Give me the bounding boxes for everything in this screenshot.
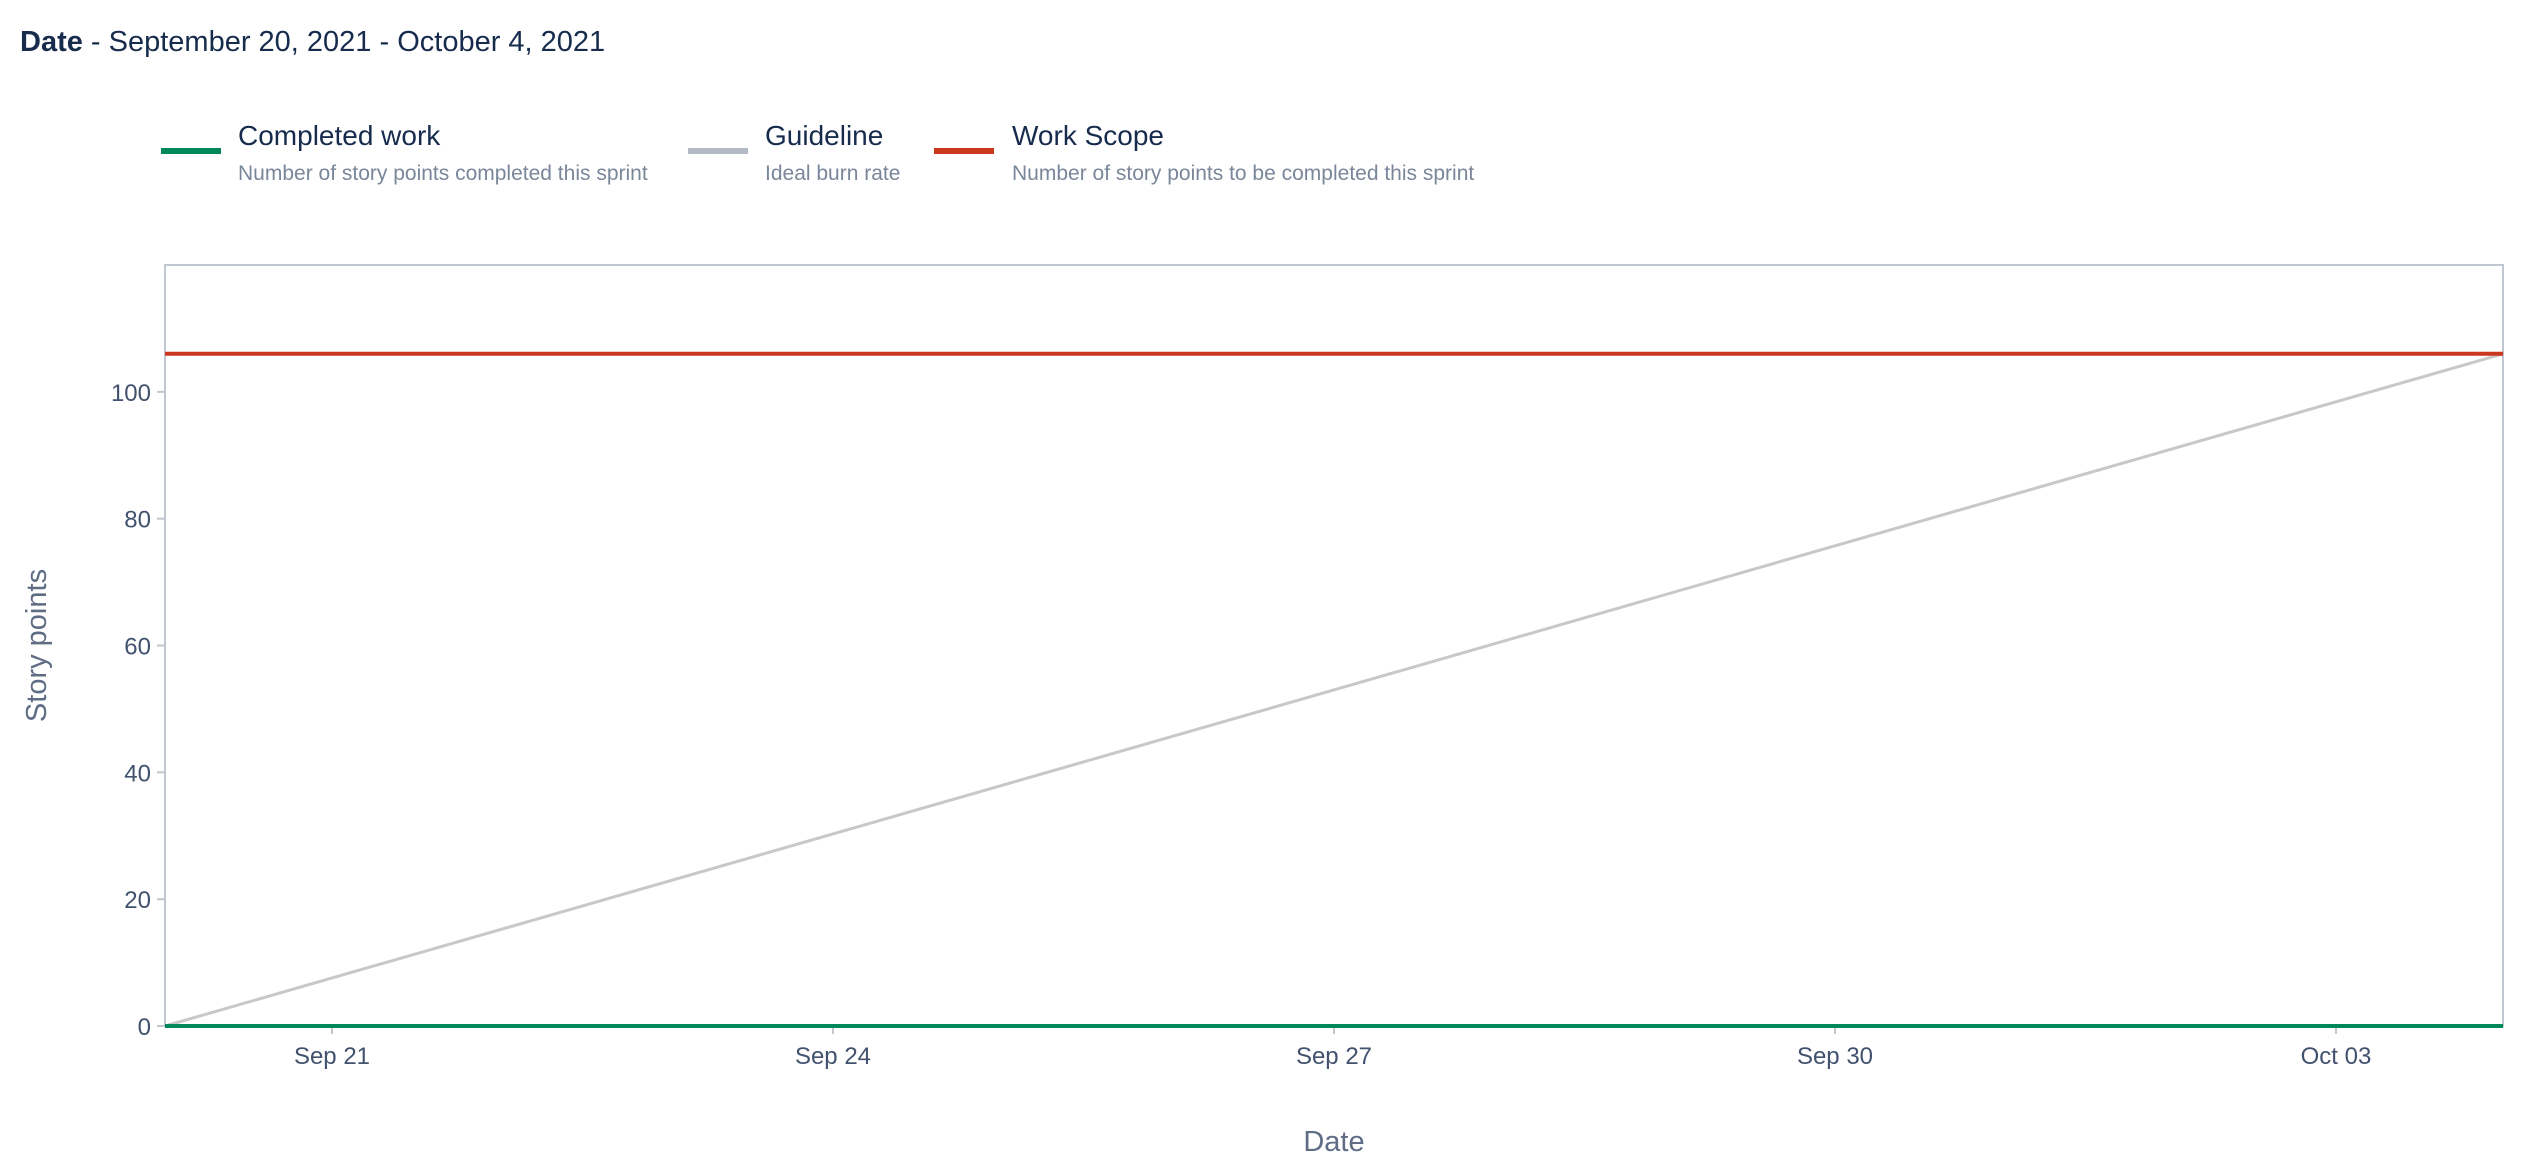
y-tick-label: 100	[111, 380, 151, 407]
legend-swatch-completed-work	[161, 148, 221, 154]
x-tick-label: Sep 24	[795, 1043, 871, 1070]
legend-swatch-work-scope	[934, 148, 994, 154]
legend-desc-work-scope: Number of story points to be completed t…	[1012, 162, 1475, 185]
x-tick-label: Sep 21	[294, 1043, 370, 1070]
date-range-separator: -	[82, 26, 109, 58]
date-range-label: Date	[20, 26, 83, 58]
x-tick-label: Sep 27	[1296, 1043, 1372, 1070]
legend-title-completed-work: Completed work	[238, 120, 441, 151]
y-tick-label: 80	[124, 507, 151, 534]
chart-legend: Completed work Number of story points co…	[0, 120, 1600, 200]
plot-area-frame	[164, 264, 2504, 1027]
legend-swatch-guideline	[688, 148, 748, 154]
legend-title-work-scope: Work Scope	[1012, 120, 1164, 151]
legend-desc-guideline: Ideal burn rate	[765, 162, 901, 185]
series-line-guideline[interactable]	[164, 352, 2504, 1028]
legend-desc-completed-work: Number of story points completed this sp…	[238, 162, 648, 185]
series-lines	[164, 351, 2504, 1028]
x-axis-title: Date	[1303, 1126, 1364, 1158]
legend-title-guideline: Guideline	[765, 120, 884, 151]
x-tick-label: Sep 30	[1797, 1043, 1873, 1070]
y-tick-label: 60	[124, 634, 151, 661]
y-axis-ticks: 0 20 40 60 80 100	[111, 380, 165, 1041]
x-axis-ticks: Sep 21 Sep 24 Sep 27 Sep 30 Oct 03	[294, 1026, 2371, 1070]
y-tick-label: 20	[124, 887, 151, 914]
date-range-value: September 20, 2021 - October 4, 2021	[108, 26, 606, 58]
x-tick-label: Oct 03	[2301, 1043, 2372, 1070]
y-tick-label: 40	[124, 760, 151, 787]
y-axis-title: Story points	[21, 569, 53, 722]
y-tick-label: 0	[138, 1014, 151, 1041]
date-range-header: Date - September 20, 2021 - October 4, 2…	[20, 26, 605, 59]
